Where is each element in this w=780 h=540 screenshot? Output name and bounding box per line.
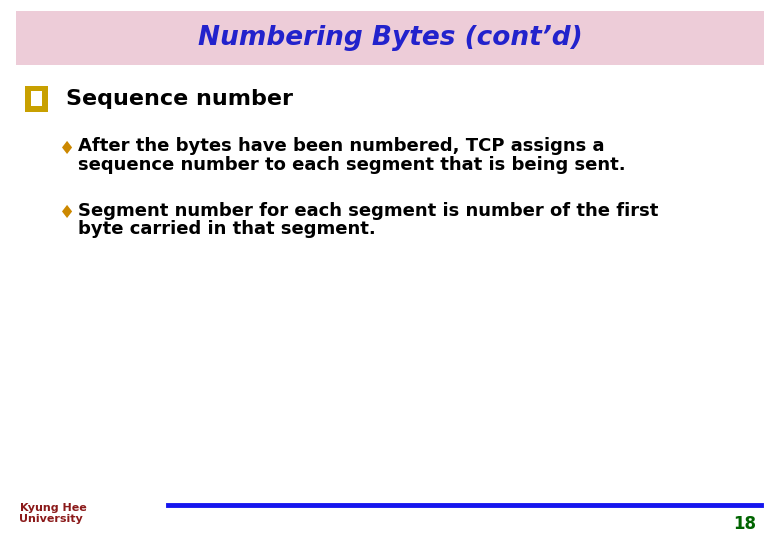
Text: sequence number to each segment that is being sent.: sequence number to each segment that is … [78,156,626,174]
Text: After the bytes have been numbered, TCP assigns a: After the bytes have been numbered, TCP … [78,137,604,155]
Text: Sequence number: Sequence number [66,89,293,109]
Text: Kyung Hee: Kyung Hee [20,503,87,512]
Text: ♦: ♦ [58,139,75,158]
FancyBboxPatch shape [25,86,48,112]
FancyBboxPatch shape [16,11,764,65]
Text: byte carried in that segment.: byte carried in that segment. [78,220,376,239]
Text: Segment number for each segment is number of the first: Segment number for each segment is numbe… [78,201,658,220]
Text: 18: 18 [734,515,757,533]
Text: ♦: ♦ [58,204,75,222]
Text: University: University [20,515,83,524]
Text: Numbering Bytes (cont’d): Numbering Bytes (cont’d) [197,25,583,51]
FancyBboxPatch shape [31,91,42,106]
